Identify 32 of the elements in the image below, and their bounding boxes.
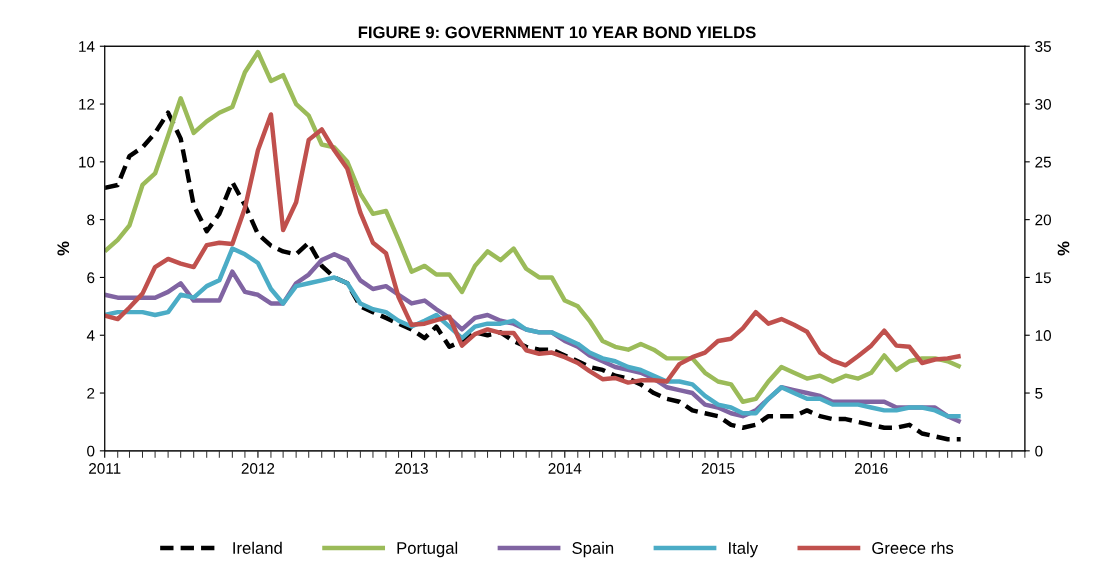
y2-axis-title: % [1057,241,1070,256]
x-tick-label: 2013 [395,463,428,474]
y-tick-label: 4 [86,330,95,341]
y2-tick-label: 5 [1035,388,1043,399]
y-tick-label: 8 [87,214,95,226]
line-series [104,49,963,404]
legend-label: Portugal [397,541,458,558]
legend-label: Greece rhs [872,541,954,554]
y-tick-label: 0 [87,445,95,457]
x-tick-label: 2015 [701,463,735,474]
legend-label: Spain [572,541,614,558]
y2-tick-label: 35 [1035,41,1051,52]
y-tick-label: 10 [79,156,95,168]
y-axis-title: % [57,241,70,256]
y2-tick-label: 25 [1035,156,1051,168]
x-tick-label: 2016 [855,463,888,474]
y-tick-label: 2 [87,387,95,399]
line-series [104,112,963,385]
chart-title: FIGURE 9: GOVERNMENT 10 YEAR BOND YIELDS [358,26,756,39]
y2-tick-label: 0 [1035,445,1043,457]
y2-tick-label: 30 [1035,98,1051,110]
x-tick-label: 2011 [89,463,121,474]
x-tick-label: 2012 [241,463,275,474]
y2-tick-label: 10 [1035,330,1051,341]
legend-label: Italy [729,541,759,558]
legend-label: Ireland [233,541,282,554]
y-tick-label: 14 [79,41,95,52]
y2-tick-label: 20 [1035,214,1051,226]
y-tick-label: 6 [87,272,95,284]
y-tick-label: 12 [79,98,95,110]
y2-tick-label: 15 [1035,272,1051,284]
x-tick-label: 2014 [548,463,582,474]
